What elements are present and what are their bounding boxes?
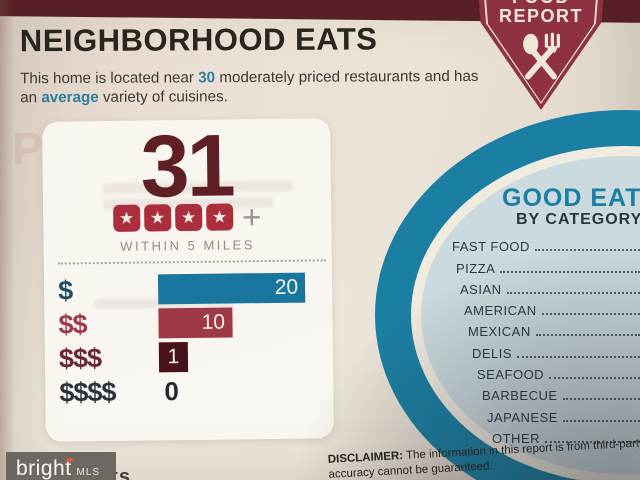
price-bar-chart: $ 20 $$ 10 $$$ 1 $$$$ 0: [44, 270, 334, 410]
dotted-leader: [500, 270, 640, 273]
brightmls-logo: bright MLS: [6, 452, 116, 480]
bar-row: $$$$ 0: [45, 372, 333, 410]
dotted-leader: [562, 398, 640, 401]
radius-label: WITHIN 5 MILES: [120, 237, 256, 254]
bar-track: 10: [158, 306, 332, 339]
category-row: MEXICAN: [452, 321, 640, 342]
intro-part-3: variety of cuisines.: [98, 88, 228, 107]
dotted-leader: [562, 419, 640, 422]
star-glyph: ★: [211, 207, 228, 227]
page-title: NEIGHBORHOOD EATS: [19, 21, 378, 59]
category-label: FAST FOOD: [452, 239, 530, 255]
plus-icon: +: [241, 198, 262, 236]
star-icon: ★: [174, 203, 203, 232]
brightmls-logo-text: bright: [16, 457, 73, 480]
category-label: BARBECUE: [482, 388, 558, 404]
star-icon: ★: [112, 204, 141, 232]
price-tier-label: $$: [58, 308, 87, 340]
dotted-leader: [534, 249, 640, 252]
star-icon: ★: [143, 204, 172, 232]
bar: 20: [157, 272, 306, 305]
bar-track: 20: [157, 272, 332, 305]
price-tier-label: $$$: [58, 342, 102, 374]
badge-line2: REPORT: [498, 6, 583, 26]
restaurant-total-count: 31: [140, 115, 234, 216]
bar-track: 0: [159, 374, 333, 406]
bar-row: $$ 10: [44, 304, 332, 342]
bar-track: 1: [158, 340, 333, 373]
category-row: BARBECUE: [452, 385, 640, 406]
star-glyph: ★: [149, 207, 166, 227]
category-label: MEXICAN: [468, 324, 531, 340]
bar: 10: [158, 307, 233, 339]
category-row: DELIS: [452, 342, 640, 363]
header: NEIGHBORHOOD EATS This home is located n…: [20, 21, 500, 108]
bar: 0: [159, 374, 333, 406]
food-report-badge: FOOD REPORT: [476, 0, 606, 110]
bar: 1: [158, 342, 189, 373]
category-label: ASIAN: [460, 281, 502, 297]
bar-value: 1: [167, 345, 180, 369]
bar-row: $ 20: [44, 270, 332, 308]
category-row: PIZZA: [452, 257, 640, 278]
bar-row: $$$ 1: [45, 338, 333, 376]
dotted-leader: [506, 291, 640, 294]
dotted-leader: [541, 313, 640, 316]
star-glyph: ★: [118, 208, 135, 228]
star-icon: ★: [205, 203, 234, 231]
restaurant-count: 30: [198, 69, 216, 87]
bar-value: 0: [164, 375, 180, 406]
category-row: SEAFOOD: [452, 364, 640, 385]
price-tier-label: $$$$: [59, 376, 116, 408]
logo-accent-mark: [66, 457, 73, 463]
bar-value: 10: [201, 310, 226, 334]
variety-highlight: average: [41, 89, 99, 107]
category-label: SEAFOOD: [477, 367, 545, 383]
spoon-fork-crossed-icon: [523, 32, 560, 80]
category-row: JAPANESE: [452, 406, 640, 427]
bar-value: 20: [274, 275, 299, 299]
dotted-leader: [549, 377, 640, 380]
brightmls-logo-suffix: MLS: [76, 466, 101, 478]
category-label: AMERICAN: [464, 303, 537, 319]
category-row: AMERICAN: [452, 300, 640, 321]
price-tier-label: $: [57, 274, 73, 306]
intro-text: This home is located near 30 moderately …: [20, 67, 488, 108]
summary-card: 31 ★ ★ ★ ★ + WITHIN 5 MILES $ 20 $$ 10: [42, 115, 334, 442]
logo-word: bright: [16, 457, 72, 480]
category-row: ASIAN: [452, 279, 640, 300]
category-list: FAST FOOD PIZZA ASIAN AMERICAN MEXICAN D…: [452, 236, 640, 449]
category-label: PIZZA: [456, 260, 496, 276]
dashed-divider: [57, 259, 326, 265]
good-eats-subtitle: BY CATEGORY: [516, 211, 640, 228]
page-edge-shadow: [0, 0, 14, 480]
dotted-leader: [517, 355, 640, 358]
category-label: JAPANESE: [487, 409, 558, 425]
badge-content: FOOD REPORT: [476, 0, 606, 110]
category-label: DELIS: [472, 345, 513, 361]
category-row: FAST FOOD: [452, 236, 640, 257]
dotted-leader: [535, 334, 640, 337]
good-eats-title: GOOD EATS: [502, 184, 640, 212]
star-glyph: ★: [180, 207, 197, 227]
star-rating: ★ ★ ★ ★ +: [43, 198, 331, 236]
intro-part-1: This home is located near: [20, 69, 199, 88]
